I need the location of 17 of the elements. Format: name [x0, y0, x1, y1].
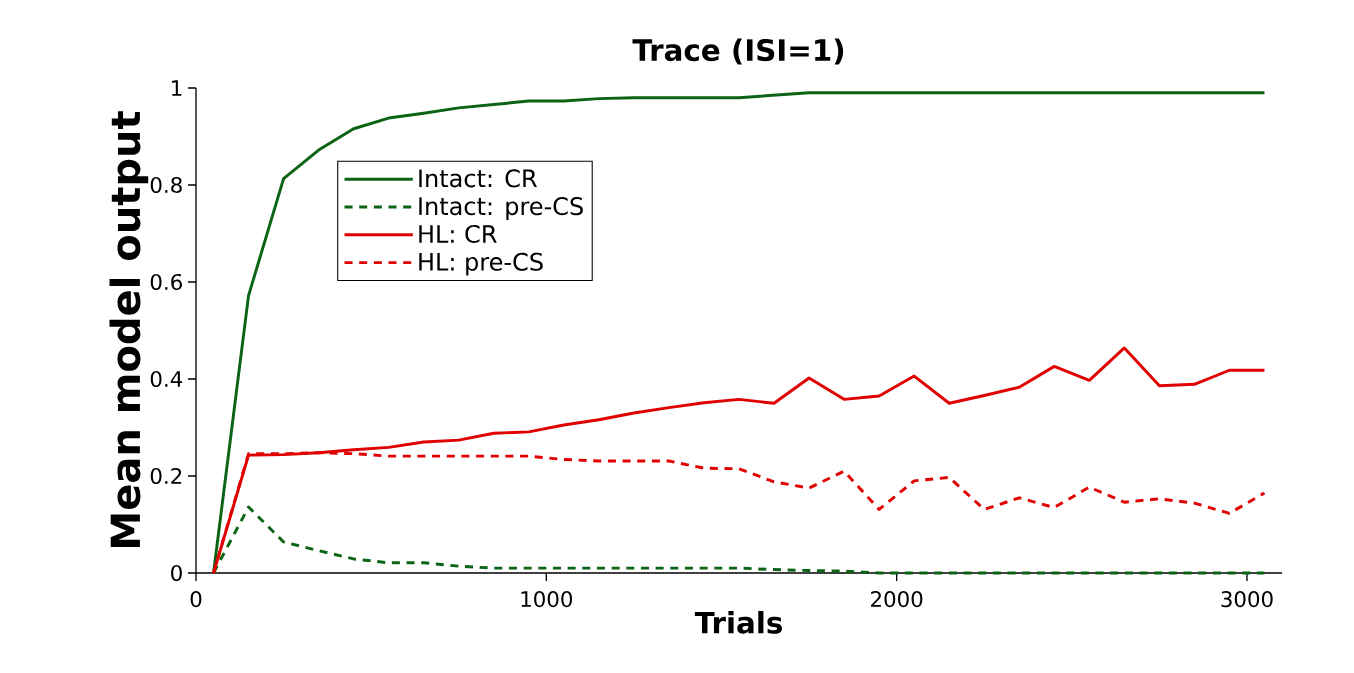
legend-label: HL: pre-CS	[419, 252, 543, 276]
chart-title: Trace (ISI=1)	[632, 38, 844, 65]
y-tick-label: 1	[172, 80, 182, 96]
legend-label: HL: CR	[419, 224, 497, 244]
y-tick-label: 0.6	[150, 273, 182, 291]
legend-label: Intact: CR	[419, 169, 537, 188]
y-tick-label: 0.2	[150, 467, 182, 485]
y-tick-label: 0.4	[150, 370, 183, 388]
x-tick-label: 2000	[871, 591, 923, 608]
y-tick-label: 0	[171, 564, 182, 582]
x-tick-label: 1000	[521, 591, 573, 608]
y-axis-title: Mean model output	[109, 111, 149, 547]
x-tick-label: 3000	[1221, 591, 1273, 608]
x-tick-label: 0	[190, 591, 202, 608]
legend-label: Intact: pre-CS	[419, 197, 583, 220]
y-tick-label: 0.8	[150, 176, 182, 194]
x-axis-title: Trials	[694, 610, 782, 634]
